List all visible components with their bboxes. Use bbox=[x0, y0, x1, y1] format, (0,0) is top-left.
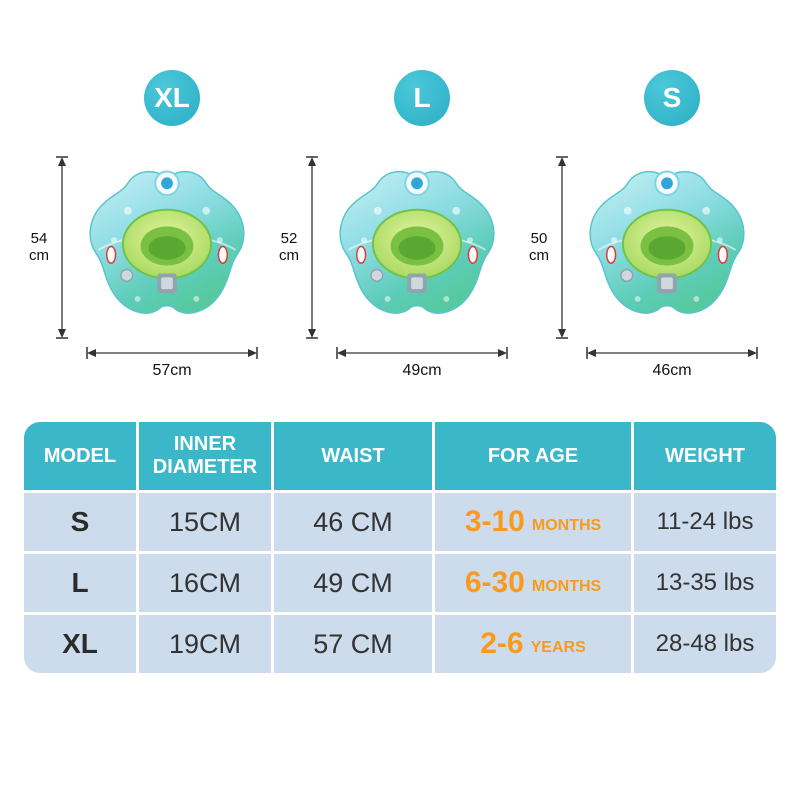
size-table: MODEL INNER DIAMETER WAIST FOR AGE WEIGH… bbox=[24, 422, 776, 673]
cell-model: XL bbox=[24, 615, 136, 673]
width-arrow-icon bbox=[586, 346, 758, 360]
cell-model: L bbox=[24, 554, 136, 612]
product-l: L 52 cm 49cm bbox=[276, 70, 524, 380]
cell-for-age: 3-10 MONTHS bbox=[435, 493, 631, 551]
table-header-model: MODEL bbox=[24, 422, 136, 490]
width-dimension-label: 46cm bbox=[652, 362, 692, 379]
size-badge-s: S bbox=[644, 70, 700, 126]
table-header-inner-diameter: INNER DIAMETER bbox=[139, 422, 271, 490]
width-dimension-label: 49cm bbox=[402, 362, 442, 379]
cell-weight: 11-24 lbs bbox=[634, 493, 776, 551]
cell-inner-diameter: 15CM bbox=[139, 493, 271, 551]
cell-weight: 13-35 lbs bbox=[634, 554, 776, 612]
height-arrow-icon bbox=[305, 155, 319, 339]
cell-waist: 46 CM bbox=[274, 493, 432, 551]
height-arrow-icon bbox=[55, 155, 69, 339]
cell-weight: 28-48 lbs bbox=[634, 615, 776, 673]
table-header-waist: WAIST bbox=[274, 422, 432, 490]
width-arrow-icon bbox=[86, 346, 258, 360]
height-arrow-icon bbox=[555, 155, 569, 339]
product-xl: XL 54 cm 57cm bbox=[26, 70, 274, 380]
width-arrow-icon bbox=[336, 346, 508, 360]
height-dimension-label: 52 cm bbox=[279, 229, 299, 264]
table-header-for-age: FOR AGE bbox=[435, 422, 631, 490]
cell-for-age: 6-30 MONTHS bbox=[435, 554, 631, 612]
product-s: S 50 cm 46cm bbox=[526, 70, 774, 380]
cell-model: S bbox=[24, 493, 136, 551]
cell-for-age: 2-6 YEARS bbox=[435, 615, 631, 673]
float-illustration-xl bbox=[89, 170, 245, 315]
cell-waist: 49 CM bbox=[274, 554, 432, 612]
cell-inner-diameter: 16CM bbox=[139, 554, 271, 612]
size-badge-l: L bbox=[394, 70, 450, 126]
cell-waist: 57 CM bbox=[274, 615, 432, 673]
products-row: XL 54 cm 57cm L bbox=[0, 70, 800, 380]
cell-inner-diameter: 19CM bbox=[139, 615, 271, 673]
height-dimension-label: 54 cm bbox=[29, 229, 49, 264]
float-illustration-s bbox=[589, 170, 745, 315]
float-illustration-l bbox=[339, 170, 495, 315]
size-badge-xl: XL bbox=[144, 70, 200, 126]
table-header-weight: WEIGHT bbox=[634, 422, 776, 490]
width-dimension-label: 57cm bbox=[152, 362, 192, 379]
height-dimension-label: 50 cm bbox=[529, 229, 549, 264]
